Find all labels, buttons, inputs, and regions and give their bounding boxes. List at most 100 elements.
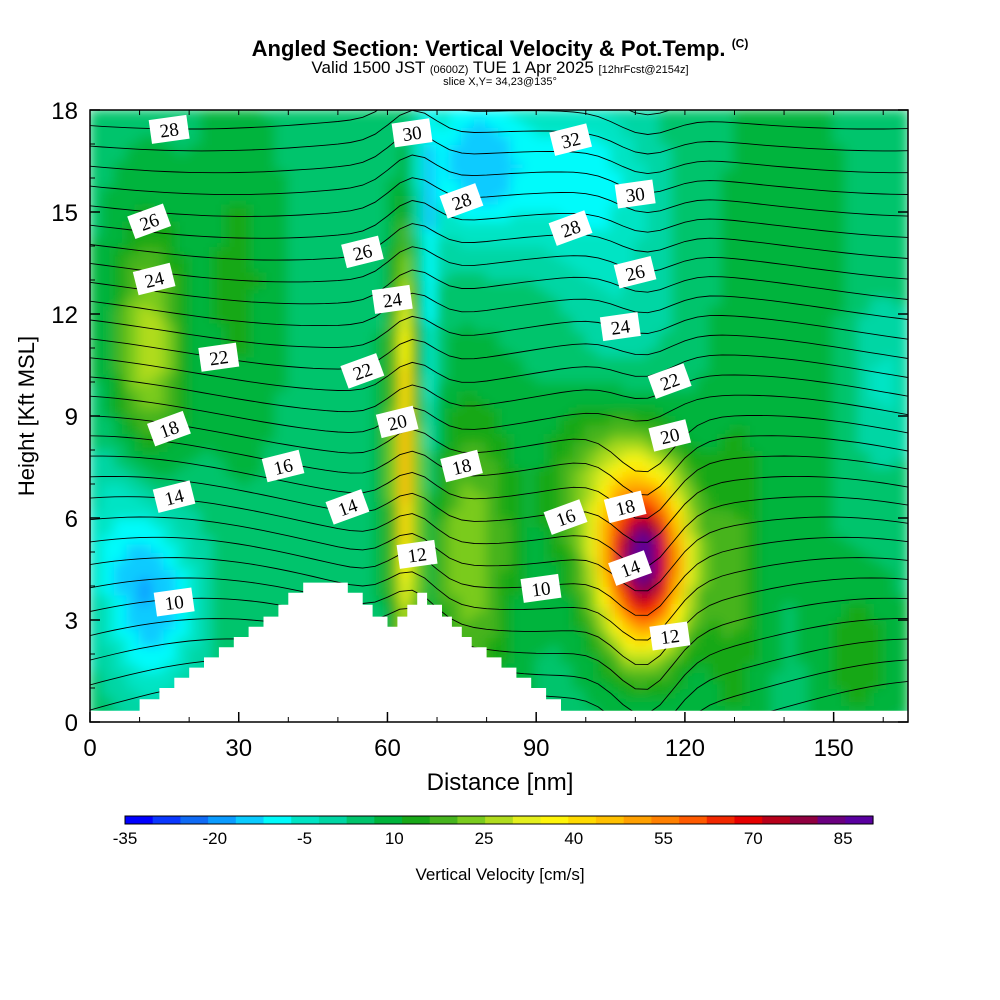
field-cell [609,245,624,256]
field-cell [101,177,116,188]
field-cell [175,228,191,239]
field-cell [386,330,401,341]
field-cell [299,381,315,392]
field-cell [411,304,426,315]
field-cell [820,304,835,315]
field-cell [535,466,550,477]
isentrope-line [90,475,908,543]
field-cell [398,219,414,230]
field-cell [473,636,488,647]
field-cell [745,372,761,383]
field-cell [634,440,649,451]
field-cell [349,338,364,349]
field-cell [832,372,848,383]
field-cell [733,364,748,375]
field-cell [126,415,141,426]
field-cell [845,695,860,706]
field-cell [572,534,587,545]
field-cell [770,695,786,706]
field-cell [188,389,203,400]
field-cell [150,525,166,536]
field-cell [832,381,848,392]
field-cell [820,474,835,485]
field-cell [460,517,476,528]
field-cell [287,168,302,179]
field-cell [126,389,141,400]
field-cell [498,160,513,171]
field-cell [150,287,166,298]
field-cell [423,389,439,400]
field-cell [436,585,451,596]
field-cell [411,262,426,273]
field-cell [175,636,191,647]
field-cell [101,525,116,536]
field-cell [745,117,761,128]
field-cell [473,211,488,222]
field-cell [522,500,538,511]
field-cell [894,491,908,502]
field-cell [770,355,786,366]
field-cell [597,704,612,715]
field-cell [572,678,587,689]
field-cell [250,398,265,409]
field-cell [225,593,240,604]
field-cell [126,202,141,213]
field-cell [386,593,401,604]
field-cell [820,576,835,587]
field-cell [485,534,500,545]
field-cell [287,517,302,528]
field-cell [163,228,178,239]
field-cell [225,262,240,273]
field-cell [721,279,736,290]
field-cell [609,177,624,188]
field-cell [485,270,500,281]
field-cell [535,245,550,256]
field-cell [324,134,339,145]
field-cell [250,525,265,536]
field-cell [584,559,600,570]
field-cell [621,117,637,128]
field-cell [423,406,439,417]
field-cell [621,355,637,366]
field-cell [783,415,798,426]
field-cell [559,372,575,383]
field-cell [336,474,352,485]
field-cell [572,644,587,655]
field-cell [126,151,141,162]
field-cell [250,610,265,621]
field-cell [659,483,674,494]
field-cell [126,704,141,715]
field-cell [634,704,649,715]
field-cell [312,381,327,392]
field-cell [683,542,699,553]
field-cell [584,185,600,196]
field-cell [349,517,364,528]
field-cell [237,143,253,154]
field-cell [721,245,736,256]
field-cell [584,313,600,324]
field-cell [312,517,327,528]
field-cell [299,355,315,366]
colorbar-swatch [817,816,846,824]
field-cell [758,695,773,706]
field-cell [758,534,773,545]
field-cell [535,202,550,213]
field-cell [336,228,352,239]
field-cell [621,542,637,553]
field-cell [770,619,786,630]
field-cell [349,151,364,162]
field-cell [547,110,562,120]
field-cell [473,585,488,596]
field-cell [498,576,513,587]
field-cell [175,287,191,298]
field-cell [683,610,699,621]
field-cell [324,313,339,324]
field-cell [845,449,860,460]
field-cell [175,398,191,409]
field-cell [473,245,488,256]
field-cell [547,245,562,256]
field-cell [150,143,166,154]
field-cell [820,364,835,375]
field-cell [287,313,302,324]
field-cell [721,236,736,247]
